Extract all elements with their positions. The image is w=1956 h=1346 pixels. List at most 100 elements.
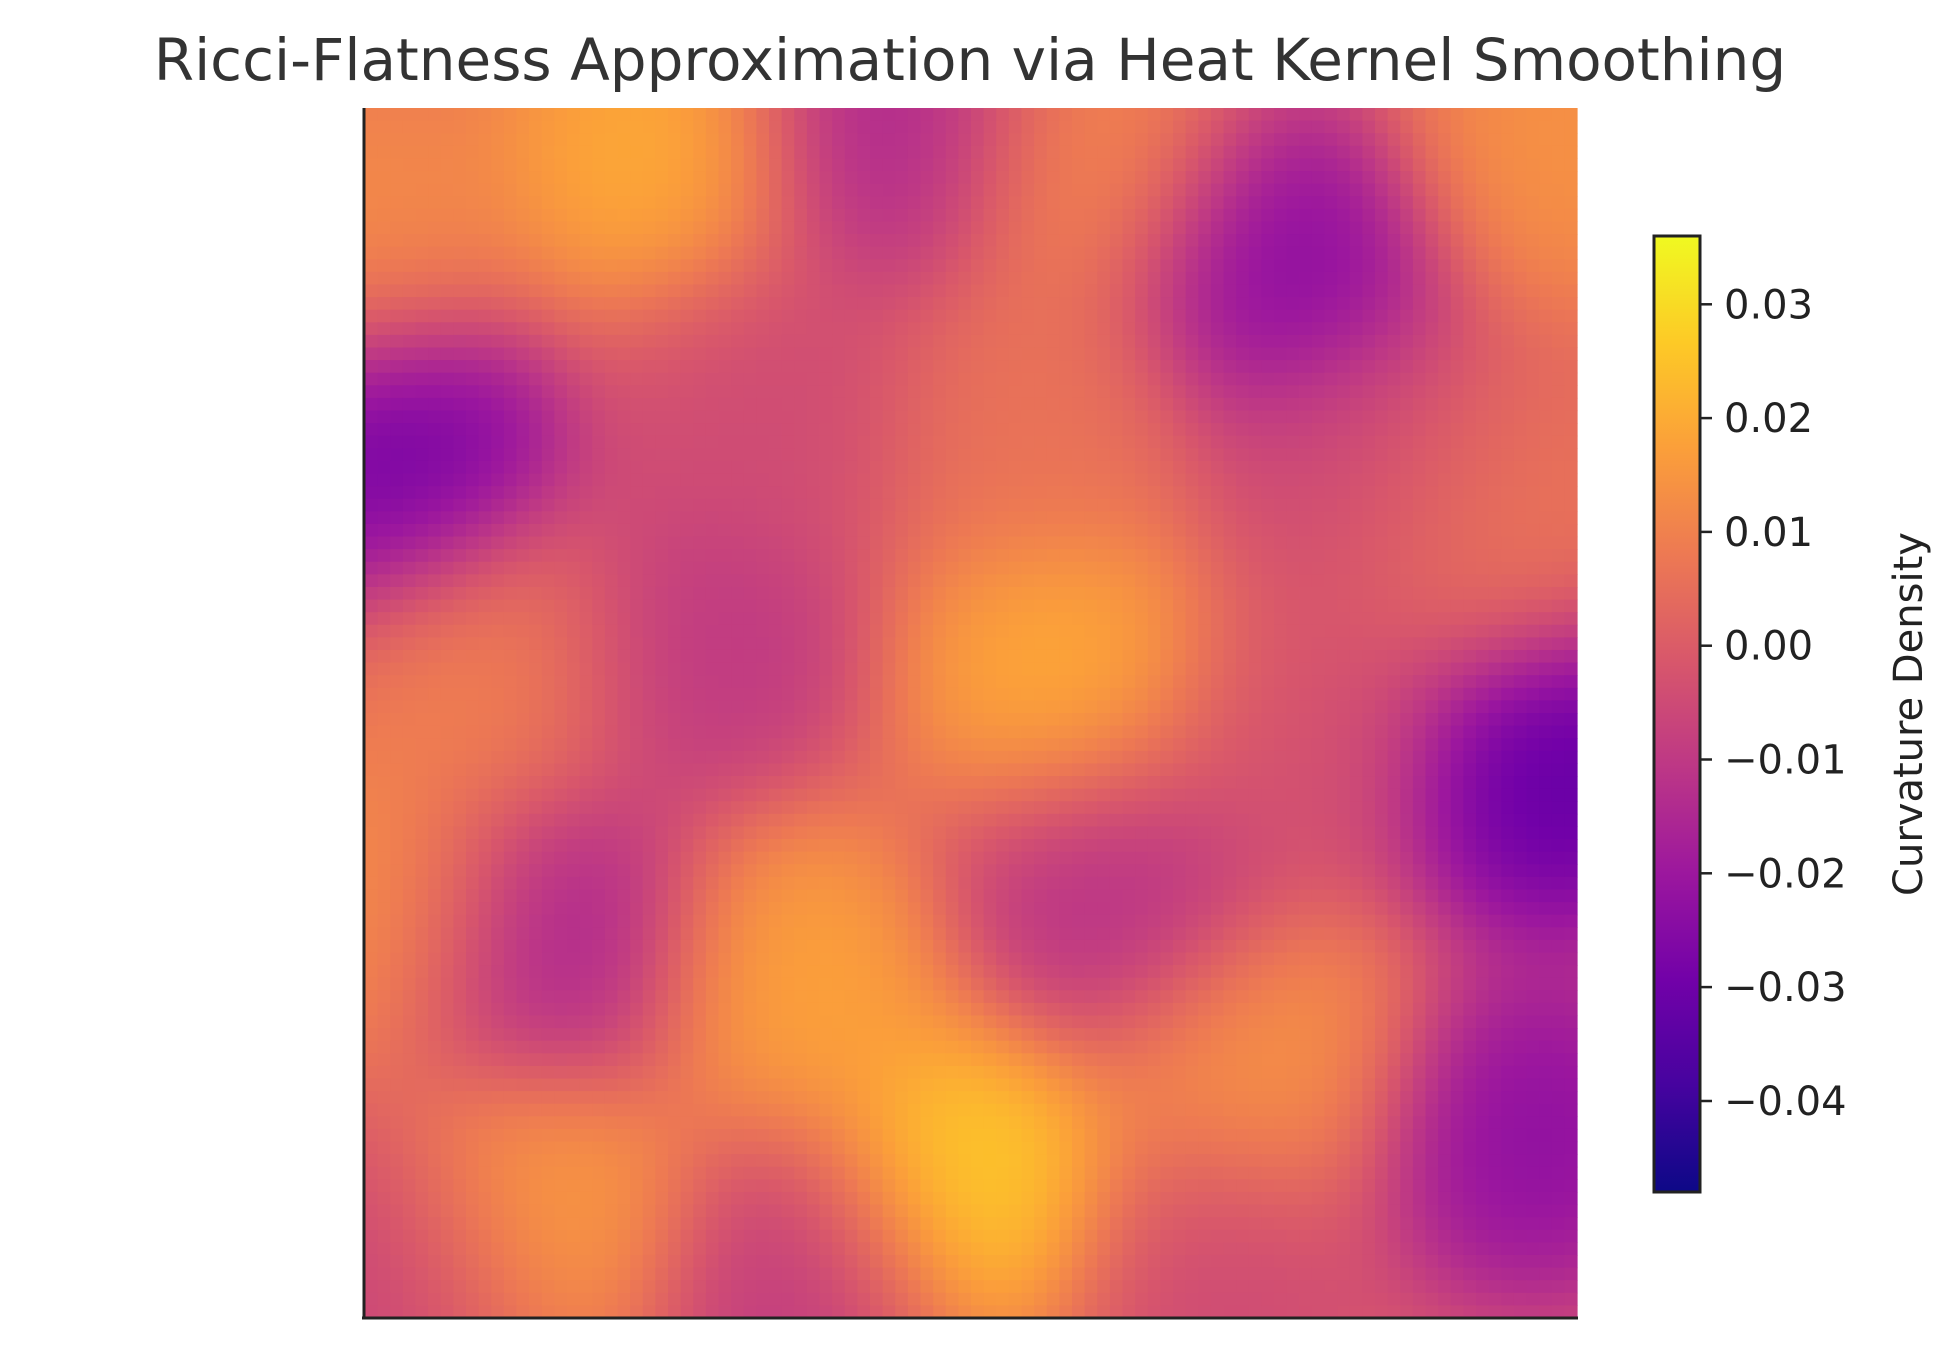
heatmap-cell <box>983 271 997 286</box>
heatmap-cell <box>655 309 669 323</box>
heatmap-cell <box>478 713 492 727</box>
heatmap-cell <box>1160 322 1174 336</box>
heatmap-cell <box>870 145 884 160</box>
heatmap-cell <box>1122 612 1136 626</box>
heatmap-cell <box>1400 322 1414 336</box>
heatmap-cell <box>996 322 1010 336</box>
heatmap-cell <box>390 675 404 689</box>
heatmap-cell <box>1501 536 1515 550</box>
heatmap-cell <box>642 738 656 752</box>
heatmap-cell <box>693 372 707 386</box>
heatmap-cell <box>503 599 518 613</box>
heatmap-cell <box>832 725 846 739</box>
heatmap-cell <box>1223 738 1237 752</box>
heatmap-cell <box>1337 586 1351 601</box>
heatmap-cell <box>668 700 682 714</box>
heatmap-cell <box>516 221 530 235</box>
heatmap-cell <box>983 246 997 260</box>
heatmap-cell <box>806 612 821 626</box>
heatmap-cell <box>1223 687 1237 701</box>
heatmap-cell <box>832 171 846 185</box>
heatmap-cell <box>1248 271 1262 286</box>
heatmap-cell <box>428 649 442 664</box>
heatmap-cell <box>819 246 833 260</box>
heatmap-cell <box>1274 410 1288 424</box>
heatmap-cell <box>1084 574 1098 588</box>
heatmap-cell <box>945 612 959 626</box>
heatmap-cell <box>769 246 783 260</box>
heatmap-cell <box>1198 448 1212 462</box>
heatmap-cell <box>958 498 972 512</box>
heatmap-cell <box>1299 108 1313 122</box>
heatmap-cell <box>819 322 833 336</box>
heatmap-cell <box>1438 158 1452 172</box>
heatmap-cell <box>832 234 846 248</box>
heatmap-cell <box>1084 196 1098 210</box>
heatmap-cell <box>1097 271 1111 286</box>
heatmap-cell <box>1337 108 1351 122</box>
heatmap-cell <box>529 183 543 197</box>
heatmap-cell <box>1173 738 1187 752</box>
heatmap-cell <box>1349 208 1363 223</box>
heatmap-cell <box>781 498 795 512</box>
heatmap-cell <box>592 523 606 538</box>
heatmap-cell <box>882 397 896 412</box>
heatmap-cell <box>958 410 972 424</box>
heatmap-cell <box>1135 196 1149 210</box>
heatmap-cell <box>428 460 442 475</box>
heatmap-cell <box>1261 750 1275 765</box>
heatmap-cell <box>1551 360 1565 374</box>
heatmap-cell <box>1084 221 1098 235</box>
heatmap-cell <box>1084 145 1098 160</box>
heatmap-cell <box>1097 246 1111 260</box>
heatmap-cell <box>1286 259 1300 273</box>
heatmap-cell <box>1021 397 1035 412</box>
heatmap-cell <box>529 662 543 676</box>
heatmap-cell <box>1450 498 1464 512</box>
heatmap-cell <box>1324 347 1338 361</box>
heatmap-cell <box>592 511 606 525</box>
heatmap-cell <box>630 423 644 437</box>
heatmap-cell <box>1513 271 1528 286</box>
heatmap-cell <box>731 738 745 752</box>
heatmap-cell <box>1324 435 1338 449</box>
heatmap-cell <box>554 523 568 538</box>
heatmap-cell <box>1109 536 1124 550</box>
heatmap-cell <box>668 549 682 563</box>
heatmap-cell <box>1387 196 1401 210</box>
heatmap-cell <box>933 549 947 563</box>
heatmap-cell <box>1274 700 1288 714</box>
heatmap-cell <box>453 473 467 487</box>
heatmap-cell <box>1135 700 1149 714</box>
heatmap-cell <box>390 423 404 437</box>
heatmap-cell <box>1375 713 1389 727</box>
heatmap-cell <box>503 322 518 336</box>
heatmap-cell <box>1261 246 1275 260</box>
heatmap-cell <box>895 713 909 727</box>
heatmap-cell <box>895 725 909 739</box>
heatmap-cell <box>1438 435 1452 449</box>
heatmap-cell <box>844 158 858 172</box>
heatmap-cell <box>1400 448 1414 462</box>
heatmap-cell <box>428 372 442 386</box>
heatmap-cell <box>1185 549 1199 563</box>
heatmap-cell <box>895 662 909 676</box>
heatmap-cell <box>844 171 858 185</box>
heatmap-cell <box>1476 662 1490 676</box>
heatmap-cell <box>983 586 997 601</box>
heatmap-cell <box>1122 108 1136 122</box>
heatmap-cell <box>567 687 581 701</box>
heatmap-cell <box>554 322 568 336</box>
heatmap-cell <box>1539 649 1553 664</box>
heatmap-cell <box>1400 725 1414 739</box>
heatmap-cell <box>1147 599 1161 613</box>
heatmap-cell <box>870 750 884 765</box>
heatmap-cell <box>1539 511 1553 525</box>
heatmap-cell <box>1072 334 1086 349</box>
heatmap-cell <box>731 713 745 727</box>
heatmap-cell <box>579 397 593 412</box>
heatmap-cell <box>1349 536 1363 550</box>
heatmap-cell <box>1513 259 1528 273</box>
heatmap-cell <box>1122 549 1136 563</box>
heatmap-cell <box>390 435 404 449</box>
